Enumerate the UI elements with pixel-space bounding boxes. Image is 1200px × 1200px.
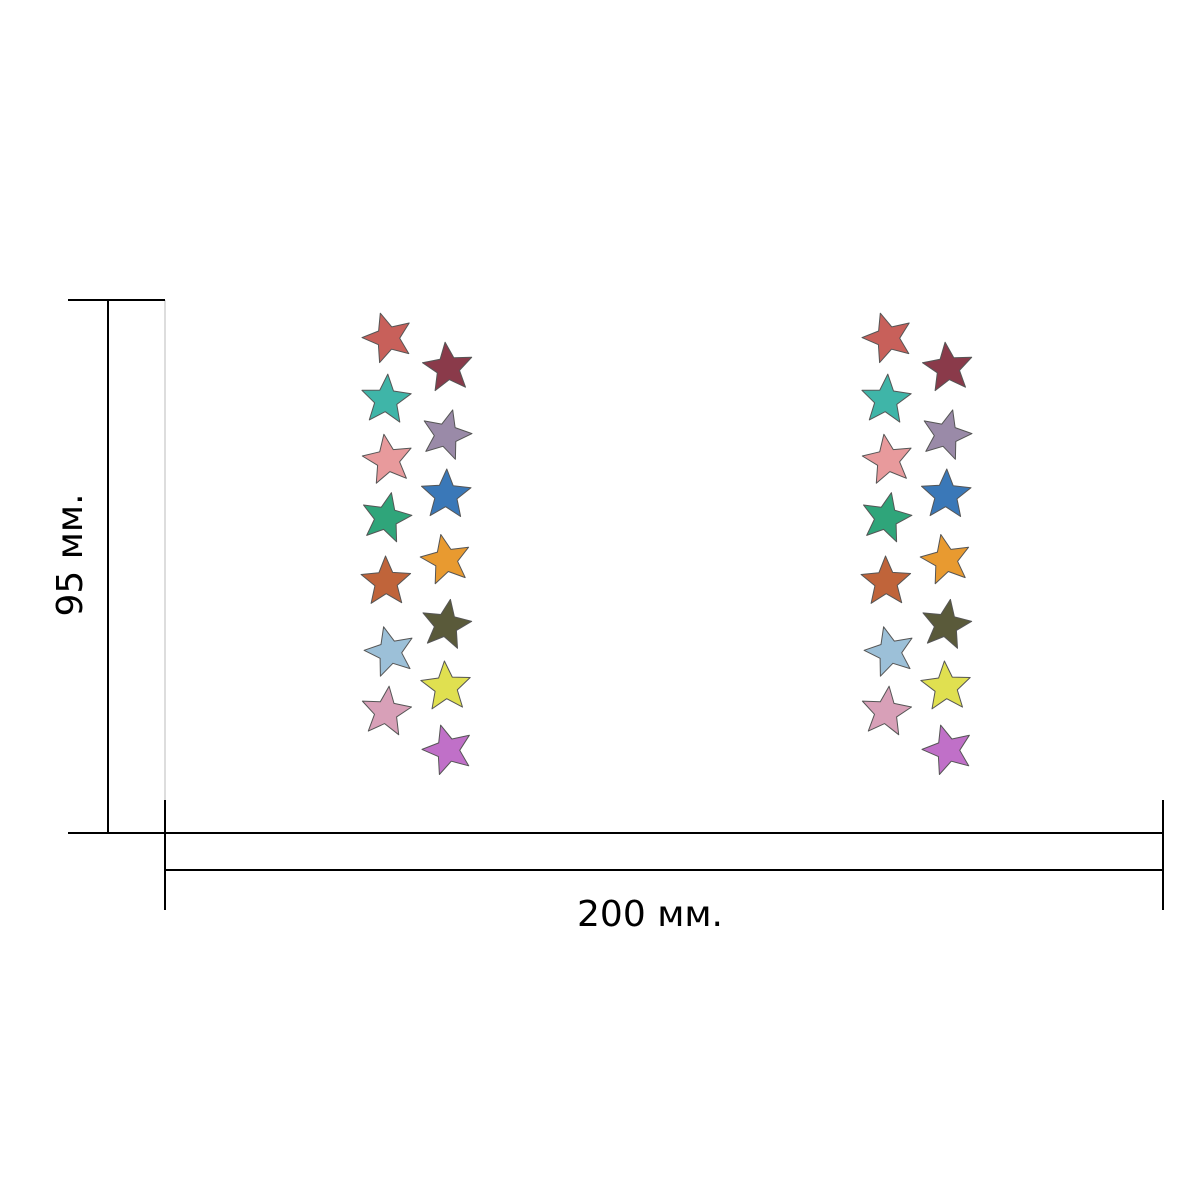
starfish [421, 468, 472, 517]
starfish [920, 660, 971, 710]
starfish [861, 433, 912, 484]
starfish [860, 555, 912, 604]
starfish [861, 685, 912, 736]
height-label: 95 мм. [50, 493, 91, 616]
starfish [361, 685, 412, 736]
starfish [922, 598, 973, 649]
starfish [420, 660, 471, 710]
starfish [422, 598, 473, 649]
starfish [922, 341, 973, 392]
starfish [361, 433, 412, 484]
starfish [921, 724, 970, 775]
starfish [919, 534, 970, 585]
starfish [423, 409, 473, 460]
starfish [422, 341, 473, 392]
starfish [863, 492, 913, 543]
starfish [863, 626, 913, 677]
starfish [361, 312, 410, 364]
starfish [363, 626, 413, 677]
star-decorations [360, 312, 973, 775]
starfish [861, 373, 912, 423]
starfish [360, 555, 412, 604]
starfish [421, 724, 470, 775]
starfish [861, 312, 910, 364]
starfish [921, 468, 972, 517]
starfish [923, 409, 973, 460]
starfish [363, 492, 413, 543]
starfish [419, 534, 470, 585]
width-label: 200 мм. [577, 894, 723, 935]
starfish [361, 373, 412, 423]
